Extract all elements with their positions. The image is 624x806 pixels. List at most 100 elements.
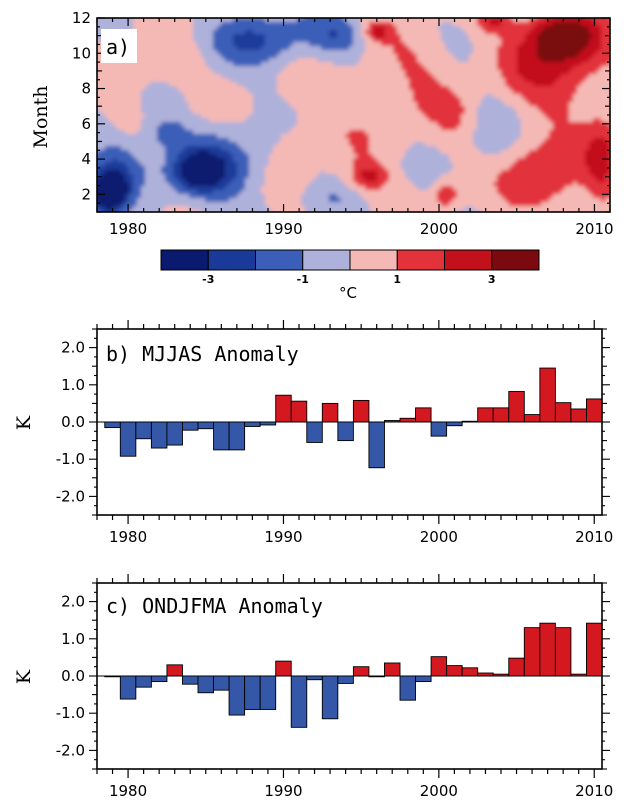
contour-cell [429, 142, 434, 147]
contour-cell [361, 142, 366, 147]
contour-cell [261, 194, 266, 199]
contour-cell [97, 98, 102, 103]
contour-cell [145, 158, 150, 163]
contour-cell [417, 86, 422, 91]
contour-cell [481, 110, 486, 115]
contour-cell [453, 82, 458, 87]
contour-cell [365, 22, 370, 27]
contour-cell [405, 178, 410, 183]
contour-cell [273, 198, 278, 203]
contour-cell [229, 138, 234, 143]
contour-cell [325, 110, 330, 115]
contour-cell [209, 114, 214, 119]
contour-cell [385, 98, 390, 103]
contour-cell [385, 102, 390, 107]
contour-cell [173, 118, 178, 123]
contour-cell [281, 82, 286, 87]
contour-cell [273, 186, 278, 191]
contour-cell [305, 186, 310, 191]
contour-cell [333, 138, 338, 143]
contour-cell [449, 78, 454, 83]
contour-cell [445, 66, 450, 71]
contour-cell [469, 46, 474, 51]
contour-cell [345, 214, 350, 219]
contour-cell [253, 34, 258, 39]
contour-cell [449, 206, 454, 211]
contour-cell [241, 146, 246, 151]
contour-cell [161, 130, 166, 135]
contour-cell [301, 86, 306, 91]
contour-cell [277, 98, 282, 103]
contour-cell [373, 130, 378, 135]
contour-cell [149, 126, 154, 131]
contour-cell [261, 162, 266, 167]
contour-cell [181, 214, 186, 219]
contour-cell [137, 150, 142, 155]
contour-cell [201, 42, 206, 47]
contour-cell [169, 158, 174, 163]
contour-cell [401, 50, 406, 55]
contour-cell [293, 42, 298, 47]
contour-cell [221, 46, 226, 51]
contour-cell [401, 22, 406, 27]
contour-cell [461, 78, 466, 83]
contour-cell [305, 118, 310, 123]
contour-cell [141, 214, 146, 219]
contour-cell [317, 62, 322, 67]
contour-cell [377, 214, 382, 219]
contour-cell [249, 66, 254, 71]
contour-cell [145, 58, 150, 63]
contour-cell [329, 178, 334, 183]
contour-cell [405, 86, 410, 91]
contour-cell [433, 158, 438, 163]
contour-cell [189, 66, 194, 71]
contour-cell [277, 170, 282, 175]
contour-cell [421, 70, 426, 75]
contour-cell [181, 142, 186, 147]
contour-cell [421, 146, 426, 151]
contour-cell [237, 26, 242, 31]
contour-cell [461, 106, 466, 111]
contour-cell [257, 102, 262, 107]
contour-cell [273, 134, 278, 139]
contour-cell [137, 74, 142, 79]
contour-cell [377, 98, 382, 103]
contour-cell [389, 158, 394, 163]
contour-cell [117, 158, 122, 163]
contour-cell [421, 74, 426, 79]
contour-cell [153, 94, 158, 99]
contour-cell [101, 146, 106, 151]
contour-cell [189, 26, 194, 31]
contour-cell [417, 190, 422, 195]
contour-cell [109, 62, 114, 67]
contour-cell [185, 190, 190, 195]
contour-cell [457, 38, 462, 43]
contour-cell [269, 214, 274, 219]
contour-cell [273, 162, 278, 167]
contour-cell [189, 38, 194, 43]
contour-cell [173, 158, 178, 163]
contour-cell [165, 138, 170, 143]
contour-cell [173, 58, 178, 63]
contour-cell [193, 74, 198, 79]
contour-cell [329, 62, 334, 67]
contour-cell [417, 206, 422, 211]
contour-cell [229, 150, 234, 155]
contour-cell [305, 50, 310, 55]
contour-cell [261, 126, 266, 131]
contour-cell [473, 118, 478, 123]
contour-cell [133, 162, 138, 167]
contour-cell [393, 90, 398, 95]
contour-cell [301, 142, 306, 147]
contour-cell [257, 214, 262, 219]
contour-cell [253, 70, 258, 75]
contour-cell [217, 154, 222, 159]
contour-cell [173, 150, 178, 155]
contour-cell [285, 74, 290, 79]
contour-cell [225, 66, 230, 71]
contour-cell [313, 90, 318, 95]
contour-cell [181, 82, 186, 87]
contour-cell [193, 202, 198, 207]
contour-cell [169, 178, 174, 183]
contour-cell [261, 70, 266, 75]
